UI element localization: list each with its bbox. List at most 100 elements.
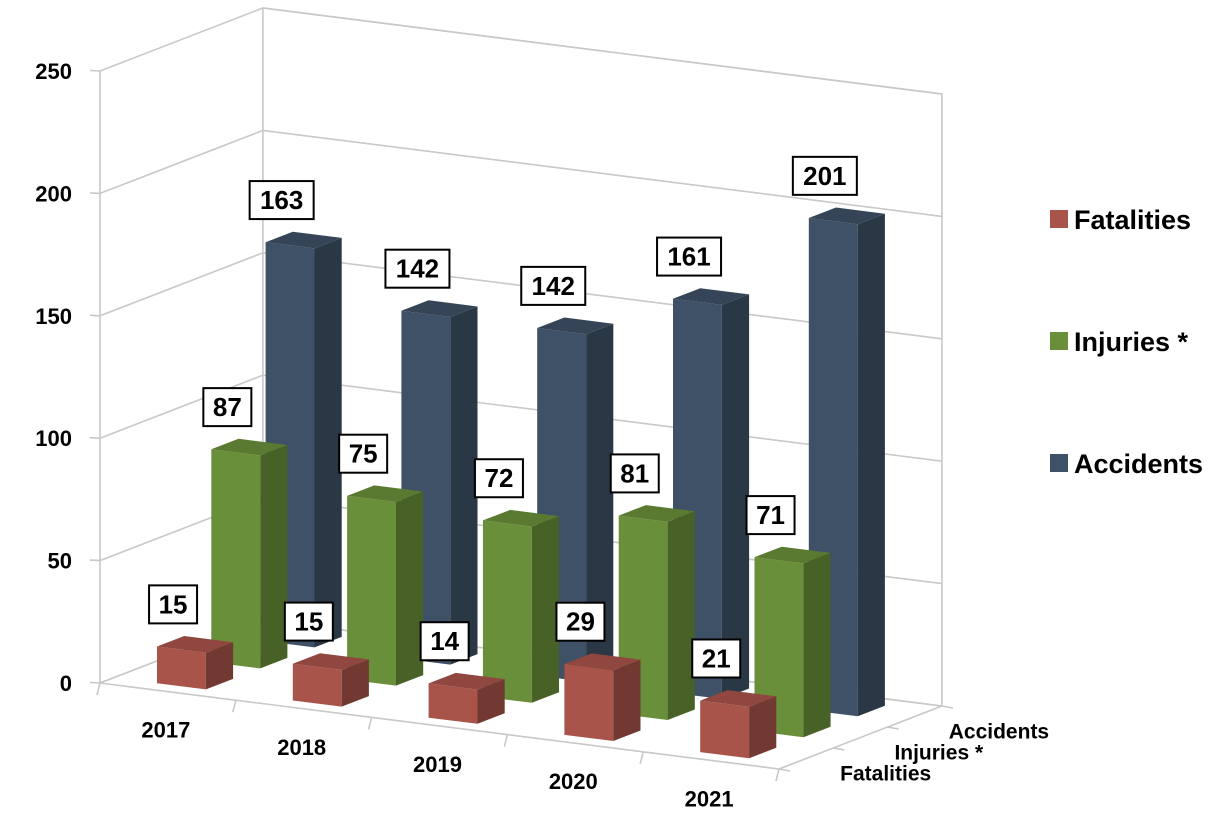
data-label-box xyxy=(419,621,470,662)
x-tick-mark xyxy=(367,717,373,730)
data-label: 87 xyxy=(202,387,253,428)
data-label-box xyxy=(791,155,858,196)
bar xyxy=(157,636,234,690)
bar-top xyxy=(564,653,641,671)
depth-tick-mark xyxy=(833,747,845,751)
data-label-box xyxy=(745,495,796,536)
data-label-text: 71 xyxy=(756,500,785,530)
data-label: 161 xyxy=(656,236,723,277)
data-label: 75 xyxy=(338,433,389,474)
bar-side xyxy=(667,511,695,720)
data-label-box xyxy=(520,265,587,306)
bar xyxy=(347,485,424,686)
bar-front xyxy=(347,495,396,686)
x-tick-mark xyxy=(775,768,780,782)
legend-swatch xyxy=(1050,210,1068,228)
x-tick-label: 2021 xyxy=(685,786,734,811)
data-label: 142 xyxy=(520,265,587,306)
bar-front xyxy=(157,646,206,690)
bar-side xyxy=(586,323,614,682)
data-label-text: 15 xyxy=(159,589,188,619)
bar-side xyxy=(260,445,288,669)
depth-tick-mark xyxy=(941,705,954,709)
x-tick-label: 2019 xyxy=(413,752,462,777)
bar-front xyxy=(700,700,750,759)
data-label-text: 72 xyxy=(484,463,513,493)
bar-side xyxy=(477,679,505,724)
data-label-box xyxy=(384,248,451,289)
data-label-text: 142 xyxy=(532,271,575,301)
bar-side xyxy=(341,659,369,707)
x-tick-mark xyxy=(96,682,101,696)
bar xyxy=(428,672,505,724)
bar-top xyxy=(401,300,478,317)
y-tick-label: 100 xyxy=(35,426,72,451)
legend-label: Accidents xyxy=(1074,449,1203,479)
legend-item: Accidents xyxy=(1050,449,1203,479)
data-label: 15 xyxy=(283,601,334,642)
legend-swatch xyxy=(1050,332,1068,350)
gridline xyxy=(99,129,943,218)
data-label-text: 81 xyxy=(620,458,649,488)
data-label-text: 21 xyxy=(702,643,731,673)
bar-top xyxy=(157,636,234,653)
bar-side xyxy=(721,294,750,699)
bar-top xyxy=(537,317,614,335)
bar xyxy=(211,438,288,669)
depth-tick-mark xyxy=(887,726,899,730)
legend-item: Injuries * xyxy=(1050,327,1189,357)
bar-side xyxy=(749,696,777,759)
legend-label: Fatalities xyxy=(1074,205,1191,235)
data-label-box xyxy=(283,601,334,642)
y-tick-mark xyxy=(89,192,101,195)
x-tick-label: 2017 xyxy=(141,718,190,743)
bar-side xyxy=(396,491,424,686)
data-label-text: 163 xyxy=(260,185,303,215)
data-label-box xyxy=(473,458,524,499)
y-tick-mark xyxy=(89,559,101,562)
depth-tick-mark xyxy=(778,768,791,772)
bar xyxy=(292,653,369,707)
bar-top xyxy=(754,546,831,564)
legend-swatch xyxy=(1050,454,1068,472)
bar-top xyxy=(428,672,505,690)
bar-side xyxy=(613,659,641,741)
data-label-text: 29 xyxy=(566,607,595,637)
x-tick-mark xyxy=(503,734,509,747)
data-label: 81 xyxy=(609,453,660,494)
bar-top xyxy=(618,505,695,522)
bar-front xyxy=(428,683,478,724)
bar-side xyxy=(450,306,478,665)
bar-front xyxy=(292,663,342,707)
y-tick-label: 200 xyxy=(35,181,72,206)
bar xyxy=(482,509,559,703)
depth-tick-label: Injuries * xyxy=(894,742,984,765)
bar-front xyxy=(211,449,261,669)
bar-front xyxy=(754,557,804,738)
bar-top xyxy=(211,438,288,456)
bar-side xyxy=(857,213,885,717)
data-label: 21 xyxy=(691,638,742,679)
bar xyxy=(564,653,641,741)
data-label-box xyxy=(555,601,606,642)
depth-tick-label: Accidents xyxy=(949,721,1049,744)
data-label: 14 xyxy=(419,621,470,662)
bar xyxy=(754,546,831,738)
bar-top xyxy=(347,485,424,502)
data-label: 15 xyxy=(148,584,199,625)
bar-top xyxy=(700,690,777,707)
bar-front xyxy=(482,520,532,703)
gridline xyxy=(99,7,943,95)
bar-top xyxy=(808,207,885,225)
bar-top xyxy=(482,509,559,527)
x-tick-label: 2020 xyxy=(549,769,598,794)
data-label-box xyxy=(691,638,742,679)
y-tick-label: 0 xyxy=(60,671,72,696)
bar-front xyxy=(564,663,614,741)
legend-label: Injuries * xyxy=(1074,327,1189,357)
bar-top xyxy=(673,288,750,305)
bar-side xyxy=(803,552,831,738)
y-tick-mark xyxy=(89,314,101,317)
data-label-text: 75 xyxy=(349,439,378,469)
